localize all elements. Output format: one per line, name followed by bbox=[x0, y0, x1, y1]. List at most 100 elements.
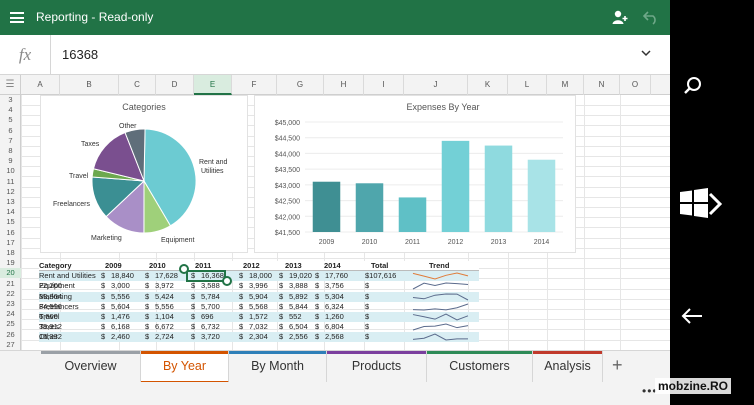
table-cell[interactable]: 5,844 bbox=[289, 301, 308, 311]
table-cell[interactable]: 6,168 bbox=[111, 322, 130, 332]
row-header-20[interactable]: 20 bbox=[0, 268, 21, 279]
row-header-19[interactable]: 19 bbox=[6, 258, 15, 268]
column-header-l[interactable]: L bbox=[508, 75, 547, 95]
bar-chart[interactable]: Expenses By Year $45,000 $44,500 $44,000 $4… bbox=[254, 95, 576, 253]
table-cell[interactable]: Marketing bbox=[39, 291, 72, 301]
table-cell[interactable]: $ bbox=[365, 322, 370, 332]
row-header-3[interactable]: 3 bbox=[8, 95, 13, 104]
row-header-23[interactable]: 23 bbox=[6, 299, 15, 308]
back-arrow-icon[interactable] bbox=[680, 306, 704, 326]
table-cell[interactable]: 5,892 bbox=[289, 291, 308, 301]
chevron-down-icon[interactable] bbox=[640, 47, 652, 59]
table-row[interactable]: Rent and Utilities $18,840 $17,628 $16,368 $… bbox=[39, 271, 479, 282]
row-header-11[interactable]: 11 bbox=[6, 176, 15, 186]
table-cell[interactable]: Travel bbox=[39, 312, 60, 321]
table-cell[interactable]: 3,756 bbox=[325, 281, 344, 291]
tab-overview[interactable]: Overview bbox=[41, 351, 141, 383]
row-header-21[interactable]: 21 bbox=[6, 278, 15, 288]
table-cell[interactable]: $ bbox=[101, 281, 106, 291]
table-cell[interactable]: $ bbox=[191, 271, 196, 281]
row-header-14[interactable]: 14 bbox=[6, 207, 15, 217]
windows-start-icon[interactable] bbox=[678, 186, 724, 222]
table-row[interactable]: Equipment $3,000 $3,972 $3,588 $3,996 $3,888 $… bbox=[39, 281, 479, 291]
column-header-m[interactable]: M bbox=[547, 75, 584, 95]
table-row[interactable]: Marketing $5,556 $5,424 $5,784 $5,904 $5,892 $… bbox=[39, 291, 479, 302]
table-cell[interactable]: 3,996 bbox=[249, 281, 268, 291]
table-cell[interactable]: $ bbox=[145, 301, 150, 311]
table-cell[interactable]: $ bbox=[101, 332, 106, 342]
column-header-a[interactable]: A bbox=[21, 75, 60, 95]
table-cell[interactable]: $ bbox=[101, 301, 106, 311]
table-cell[interactable]: 3,972 bbox=[155, 281, 174, 291]
table-cell[interactable]: $ bbox=[315, 322, 320, 332]
table-cell[interactable]: 16,332 bbox=[39, 332, 62, 342]
table-cell[interactable]: $ bbox=[315, 301, 320, 311]
table-cell[interactable]: $ bbox=[145, 291, 150, 301]
table-cell[interactable]: $ bbox=[239, 332, 244, 342]
table-cell[interactable]: $ bbox=[101, 271, 106, 281]
selection-handle-end[interactable] bbox=[222, 276, 232, 286]
table-cell[interactable]: $ bbox=[279, 271, 284, 281]
table-cell[interactable]: 3,720 bbox=[201, 332, 220, 342]
table-cell[interactable]: Other bbox=[39, 332, 58, 342]
table-cell[interactable]: 6,660 bbox=[39, 312, 58, 321]
row-header-7[interactable]: 7 bbox=[8, 135, 13, 145]
table-cell[interactable]: 34,596 bbox=[39, 301, 62, 311]
table-cell[interactable]: 1,476 bbox=[111, 312, 130, 321]
more-options-button[interactable]: ••• bbox=[642, 384, 658, 398]
selection-handle-start[interactable] bbox=[179, 264, 189, 274]
table-cell[interactable]: 18,840 bbox=[111, 271, 134, 281]
table-cell[interactable]: 2,304 bbox=[249, 332, 268, 342]
table-cell[interactable]: $ bbox=[239, 312, 244, 321]
table-cell[interactable]: $ bbox=[145, 322, 150, 332]
table-cell[interactable]: 19,020 bbox=[289, 271, 312, 281]
row-header-15[interactable]: 15 bbox=[6, 217, 15, 227]
column-header-c[interactable]: C bbox=[119, 75, 156, 95]
table-row[interactable]: Travel $1,476 $1,104 $696 $1,572 $552 $1,260 $6… bbox=[39, 312, 479, 322]
table-cell[interactable]: $ bbox=[145, 332, 150, 342]
row-header-25[interactable]: 25 bbox=[6, 319, 15, 329]
table-cell[interactable]: $ bbox=[315, 332, 320, 342]
table-cell[interactable]: 5,424 bbox=[155, 291, 174, 301]
row-header-13[interactable]: 13 bbox=[6, 197, 15, 206]
table-cell[interactable]: $ bbox=[191, 332, 196, 342]
row-header-9[interactable]: 9 bbox=[8, 156, 13, 166]
table-cell[interactable]: 5,556 bbox=[111, 291, 130, 301]
tab-analysis[interactable]: Analysis bbox=[533, 351, 603, 383]
table-cell[interactable]: 3,888 bbox=[289, 281, 308, 291]
table-cell[interactable]: $ bbox=[191, 291, 196, 301]
column-header-j[interactable]: J bbox=[404, 75, 468, 95]
table-cell[interactable]: $ bbox=[101, 322, 106, 332]
table-cell[interactable]: $ bbox=[315, 312, 320, 321]
column-header-e[interactable]: E bbox=[194, 75, 232, 95]
column-header-n[interactable]: N bbox=[584, 75, 620, 95]
table-cell[interactable]: $ bbox=[145, 271, 150, 281]
table-cell[interactable]: 696 bbox=[201, 312, 214, 321]
row-header-27[interactable]: 27 bbox=[6, 339, 15, 349]
table-cell[interactable]: 16,368 bbox=[201, 271, 224, 281]
table-cell[interactable]: $ bbox=[365, 312, 370, 321]
table-cell[interactable]: $ bbox=[145, 312, 150, 321]
table-cell[interactable]: 6,804 bbox=[325, 322, 344, 332]
table-cell[interactable]: 5,556 bbox=[155, 301, 174, 311]
column-header-b[interactable]: B bbox=[60, 75, 119, 95]
table-cell[interactable]: $ bbox=[279, 312, 284, 321]
table-cell[interactable]: $ bbox=[279, 281, 284, 291]
table-cell[interactable]: 2,724 bbox=[155, 332, 174, 342]
table-cell[interactable]: 39,912 bbox=[39, 322, 62, 332]
table-cell[interactable]: 6,504 bbox=[289, 322, 308, 332]
table-cell[interactable]: $ bbox=[191, 322, 196, 332]
cell-selection[interactable] bbox=[186, 270, 226, 282]
column-header-h[interactable]: H bbox=[324, 75, 364, 95]
table-cell[interactable]: 2,460 bbox=[111, 332, 130, 342]
row-header-22[interactable]: 22 bbox=[6, 288, 15, 298]
table-cell[interactable]: $ bbox=[239, 322, 244, 332]
table-row[interactable]: Taxes $6,168 $6,672 $6,732 $7,032 $6,504 $6,80… bbox=[39, 322, 479, 332]
table-cell[interactable]: Rent and Utilities bbox=[39, 271, 96, 281]
column-header-d[interactable]: D bbox=[156, 75, 194, 95]
table-cell[interactable]: 3,588 bbox=[201, 281, 220, 291]
fx-icon[interactable]: fx bbox=[0, 35, 51, 75]
table-cell[interactable]: 17,628 bbox=[155, 271, 178, 281]
table-cell[interactable]: $ bbox=[239, 271, 244, 281]
table-cell[interactable]: 5,904 bbox=[249, 291, 268, 301]
